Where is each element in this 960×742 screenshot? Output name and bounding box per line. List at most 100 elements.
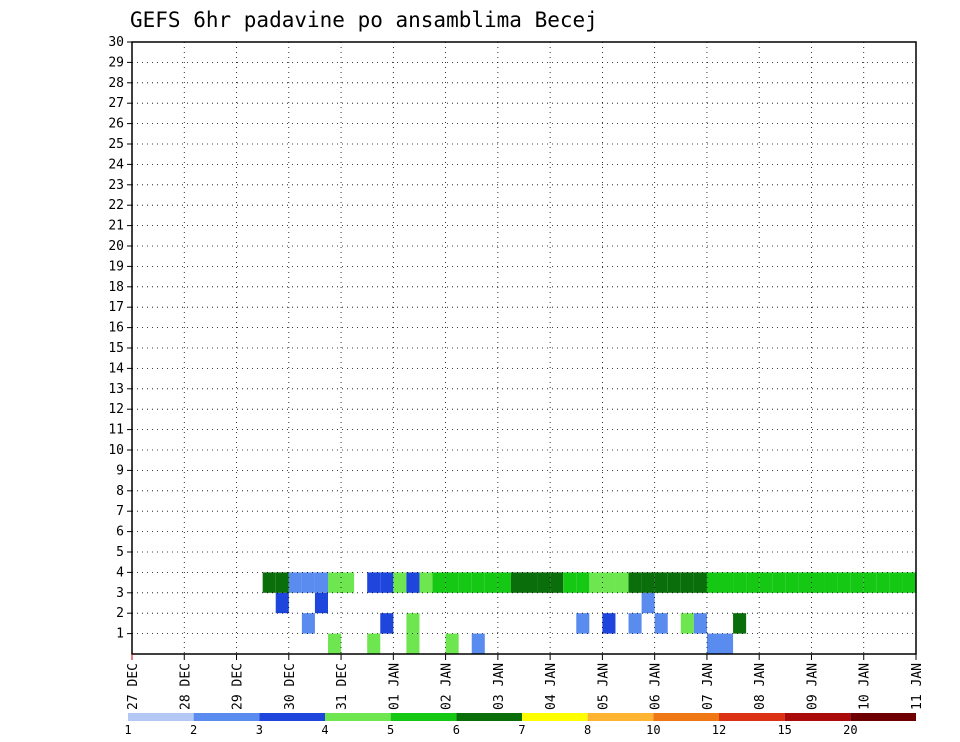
colorbar-label: 4 <box>321 723 328 737</box>
heatmap-cell <box>641 572 655 593</box>
x-tick-label: 05 JAN <box>596 663 611 710</box>
heatmap-cell <box>576 572 590 593</box>
colorbar-label: 2 <box>190 723 197 737</box>
heatmap-cell <box>458 572 472 593</box>
y-tick-label: 12 <box>108 402 124 417</box>
grid-lines <box>132 42 916 654</box>
colorbar-swatch <box>850 713 916 721</box>
heatmap-cell <box>314 572 328 593</box>
x-tick-label: 03 JAN <box>492 663 507 710</box>
plot-frame <box>131 41 917 655</box>
colorbar-label: 15 <box>777 723 791 737</box>
y-tick-label: 4 <box>116 565 124 580</box>
x-tick-label: 28 DEC <box>178 663 193 710</box>
colorbar: 1 2 3 4 5 6 7 8 10 12 15 20 <box>124 713 916 737</box>
colorbar-swatch <box>522 713 588 721</box>
heatmap-cell <box>902 572 916 593</box>
heatmap-cell <box>367 572 381 593</box>
colorbar-swatch <box>784 713 851 721</box>
y-tick-label: 8 <box>116 484 124 499</box>
y-tick-label: 13 <box>108 382 124 397</box>
y-axis: 1234567891011121314151617181920212223242… <box>108 35 132 642</box>
y-tick-label: 5 <box>116 545 124 560</box>
y-tick-label: 26 <box>108 117 124 132</box>
heatmap-cell <box>380 572 394 593</box>
colorbar-label: 7 <box>518 723 525 737</box>
heatmap-cell <box>406 613 420 634</box>
colorbar-swatch <box>653 713 719 721</box>
y-tick-label: 6 <box>116 525 124 540</box>
y-tick-label: 10 <box>108 443 124 458</box>
colorbar-swatch <box>128 713 194 721</box>
heatmap-cell <box>406 633 420 654</box>
y-tick-label: 22 <box>108 198 124 213</box>
heatmap-cell <box>471 572 485 593</box>
x-tick-label: 30 DEC <box>283 663 298 710</box>
x-tick-label: 09 JAN <box>805 663 820 710</box>
y-tick-label: 17 <box>108 300 124 315</box>
heatmap-cell <box>615 572 629 593</box>
y-tick-label: 14 <box>108 361 124 376</box>
heatmap-cell <box>680 572 694 593</box>
y-tick-label: 21 <box>108 219 124 234</box>
heatmap-cell <box>471 633 485 654</box>
y-tick-label: 15 <box>108 341 124 356</box>
heatmap-cell <box>641 592 655 614</box>
heatmap-cell <box>550 572 564 593</box>
heatmap-cell <box>262 572 276 593</box>
heatmap-cell <box>811 572 825 593</box>
heatmap-cell <box>563 572 577 593</box>
heatmap-cell <box>288 572 302 593</box>
colorbar-swatch <box>456 713 522 721</box>
heatmap-cell <box>275 592 289 614</box>
x-tick-label: 08 JAN <box>753 663 768 710</box>
colorbar-label: 6 <box>453 723 460 737</box>
heatmap-cell <box>706 572 720 593</box>
heatmap-cell <box>419 572 433 593</box>
y-tick-label: 24 <box>108 157 124 172</box>
heatmap-cell <box>863 572 877 593</box>
heatmap-cell <box>367 633 381 654</box>
y-tick-label: 7 <box>116 504 124 519</box>
heatmap-cell <box>759 572 773 593</box>
heatmap-cell <box>301 613 315 634</box>
y-tick-label: 28 <box>108 76 124 91</box>
heatmap-cell <box>693 613 707 634</box>
y-tick-label: 3 <box>116 586 124 601</box>
colorbar-swatch <box>259 713 325 721</box>
colorbar-label: 8 <box>584 723 591 737</box>
heatmap-cell <box>380 613 394 634</box>
colorbar-label: 20 <box>843 723 857 737</box>
heatmap-cell <box>314 592 328 614</box>
heatmap-cell <box>602 613 616 634</box>
heatmap-cell <box>720 572 734 593</box>
heatmap-cell <box>850 572 864 593</box>
heatmap-cell <box>589 572 603 593</box>
y-tick-label: 1 <box>116 627 124 642</box>
heatmap-cell <box>628 572 642 593</box>
x-tick-label: 01 JAN <box>387 663 402 710</box>
colorbar-swatch <box>390 713 457 721</box>
heatmap-cell <box>328 633 342 654</box>
colorbar-label: 10 <box>646 723 660 737</box>
heatmap-cell <box>837 572 851 593</box>
y-tick-label: 11 <box>108 423 124 438</box>
x-tick-label: 11 JAN <box>910 663 925 710</box>
heatmap-cell <box>484 572 498 593</box>
heatmap-cell <box>720 633 734 654</box>
y-tick-label: 27 <box>108 96 124 111</box>
heatmap-cell <box>445 572 459 593</box>
heatmap-cell <box>733 613 747 634</box>
heatmap-cell <box>602 572 616 593</box>
heatmap-cell <box>537 572 551 593</box>
heatmap-cell <box>524 572 538 593</box>
heatmap-cell <box>275 572 289 593</box>
heatmap-cell <box>445 633 459 654</box>
y-tick-label: 29 <box>108 55 124 70</box>
colorbar-swatch <box>193 713 260 721</box>
y-tick-label: 20 <box>108 239 124 254</box>
heatmap-cell <box>706 633 720 654</box>
y-tick-label: 9 <box>116 463 124 478</box>
y-tick-label: 18 <box>108 280 124 295</box>
